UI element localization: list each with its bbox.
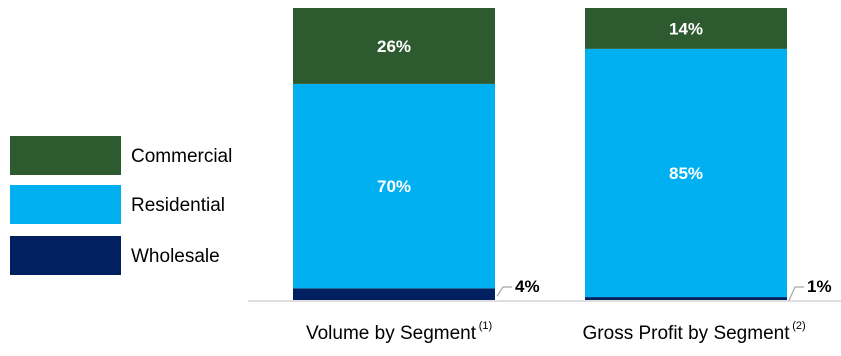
x-tick-note-1: (1): [479, 320, 492, 332]
bar-wholesale-1: [293, 288, 495, 300]
data-label-wholesale-1: 4%: [515, 277, 540, 296]
legend-label-wholesale: Wholesale: [131, 246, 220, 267]
x-tick-label-2: Gross Profit by Segment: [583, 323, 791, 344]
bar-commercial-1: [293, 8, 495, 84]
data-label-residential-1: 70%: [377, 177, 411, 196]
legend-label-residential: Residential: [131, 195, 225, 216]
legend-swatch-wholesale: [10, 236, 121, 275]
legend-swatch-residential: [10, 185, 121, 224]
bar-residential-2: [585, 48, 787, 298]
data-label-commercial-1: 26%: [377, 37, 411, 56]
bar-residential-1: [293, 83, 495, 289]
data-label-wholesale-2: 1%: [807, 277, 832, 296]
data-label-commercial-2: 14%: [669, 19, 703, 38]
callout-line-wholesale-2: [788, 286, 804, 301]
x-tick-note-2: (2): [792, 320, 805, 332]
data-label-residential-2: 85%: [669, 164, 703, 183]
legend-swatch-commercial: [10, 136, 121, 175]
legend-label-commercial: Commercial: [131, 146, 232, 167]
bar-wholesale-2: [585, 297, 787, 300]
x-tick-label-1: Volume by Segment: [306, 323, 477, 344]
bar-commercial-2: [585, 8, 787, 49]
callout-line-wholesale-1: [496, 286, 512, 297]
